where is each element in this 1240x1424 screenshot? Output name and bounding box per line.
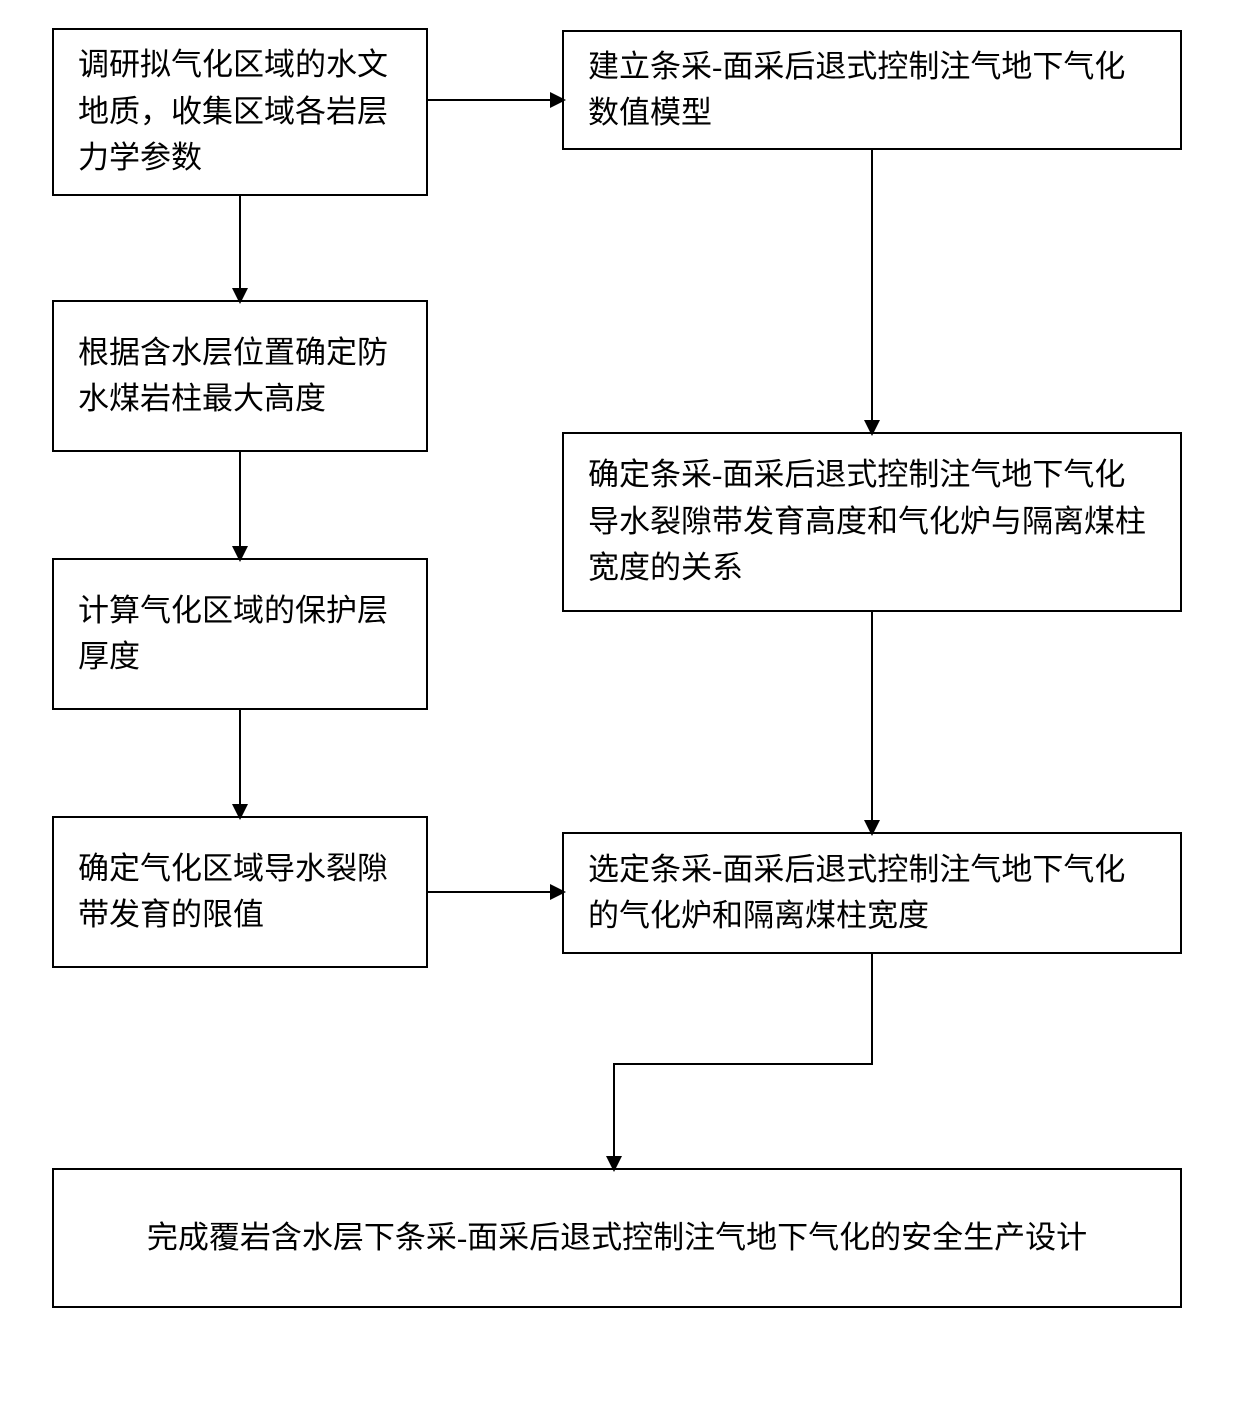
node-label: 建立条采-面采后退式控制注气地下气化数值模型: [588, 44, 1156, 137]
node-label: 完成覆岩含水层下条采-面采后退式控制注气地下气化的安全生产设计: [147, 1215, 1087, 1262]
flowchart-node-n1: 调研拟气化区域的水文地质，收集区域各岩层力学参数: [52, 28, 428, 196]
flowchart-node-n7: 选定条采-面采后退式控制注气地下气化的气化炉和隔离煤柱宽度: [562, 832, 1182, 954]
node-label: 确定气化区域导水裂隙带发育的限值: [78, 846, 402, 939]
flowchart-node-n3: 计算气化区域的保护层厚度: [52, 558, 428, 710]
node-label: 选定条采-面采后退式控制注气地下气化的气化炉和隔离煤柱宽度: [588, 847, 1156, 940]
edge-n7-n8: [614, 954, 872, 1168]
node-label: 调研拟气化区域的水文地质，收集区域各岩层力学参数: [78, 42, 402, 182]
flowchart-node-n2: 根据含水层位置确定防水煤岩柱最大高度: [52, 300, 428, 452]
node-label: 确定条采-面采后退式控制注气地下气化导水裂隙带发育高度和气化炉与隔离煤柱宽度的关…: [588, 452, 1156, 592]
flowchart-node-n4: 确定气化区域导水裂隙带发育的限值: [52, 816, 428, 968]
node-label: 根据含水层位置确定防水煤岩柱最大高度: [78, 330, 402, 423]
flowchart-node-n8: 完成覆岩含水层下条采-面采后退式控制注气地下气化的安全生产设计: [52, 1168, 1182, 1308]
flowchart-node-n5: 建立条采-面采后退式控制注气地下气化数值模型: [562, 30, 1182, 150]
flowchart-node-n6: 确定条采-面采后退式控制注气地下气化导水裂隙带发育高度和气化炉与隔离煤柱宽度的关…: [562, 432, 1182, 612]
node-label: 计算气化区域的保护层厚度: [78, 588, 402, 681]
